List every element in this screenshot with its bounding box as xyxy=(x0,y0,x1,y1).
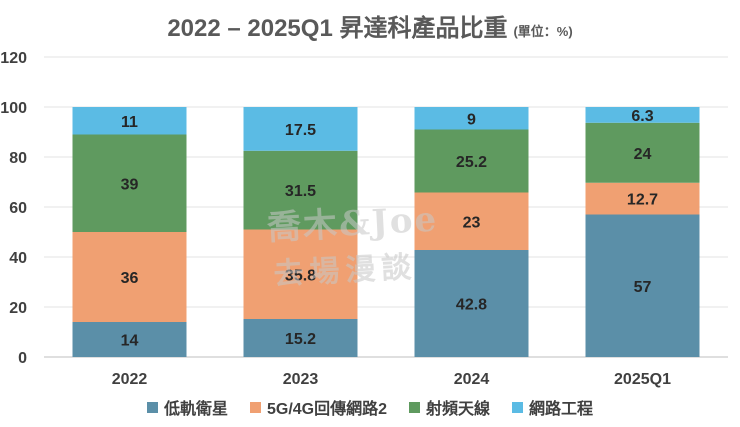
legend-label: 網路工程 xyxy=(529,401,594,418)
data-label: 35.8 xyxy=(285,267,316,284)
chart-legend: 低軌衛星 5G/4G回傳網路2 射頻天線 網路工程 xyxy=(0,395,740,419)
bar-segment-3-2024 xyxy=(414,129,529,193)
legend-item-4: 網路工程 xyxy=(512,395,593,419)
legend-swatch xyxy=(249,401,261,413)
y-tick-label: 60 xyxy=(9,200,27,217)
chart-unit-label: (單位：%) xyxy=(513,24,573,39)
data-label: 24 xyxy=(634,146,652,163)
bar-segment-1-2022 xyxy=(72,322,187,357)
y-tick-label: 0 xyxy=(18,350,27,367)
bar-segment-2-2022 xyxy=(72,232,187,322)
legend-item-2: 5G/4G回傳網路2 xyxy=(249,395,388,419)
legend-swatch xyxy=(409,401,421,413)
y-tick-label: 40 xyxy=(9,250,27,267)
y-tick-label: 120 xyxy=(0,50,27,67)
bar-segment-1-2025Q1 xyxy=(585,214,700,357)
data-label: 39 xyxy=(121,176,139,193)
bar-segment-2-2024 xyxy=(414,192,529,250)
data-label: 31.5 xyxy=(285,183,316,200)
bar-segment-4-2025Q1 xyxy=(585,107,700,123)
data-label: 11 xyxy=(121,114,138,131)
x-category-label: 2025Q1 xyxy=(614,371,671,388)
bar-segment-3-2023 xyxy=(243,150,358,230)
bar-segment-3-2022 xyxy=(72,134,187,232)
y-tick-label: 100 xyxy=(0,100,27,117)
bar-segment-1-2023 xyxy=(243,319,358,357)
data-label: 14 xyxy=(121,333,139,350)
y-tick-label: 20 xyxy=(9,300,27,317)
legend-swatch xyxy=(512,401,524,413)
legend-item-1: 低軌衛星 xyxy=(146,395,228,419)
data-label: 15.2 xyxy=(285,331,316,348)
bar-segment-4-2023 xyxy=(243,107,358,151)
x-category-label: 2022 xyxy=(112,371,148,388)
bar-segment-2-2025Q1 xyxy=(585,182,700,215)
x-category-label: 2024 xyxy=(454,371,490,388)
chart-title: 2022 – 2025Q1 昇達科產品比重 (單位：%) xyxy=(0,8,740,43)
bar-segment-1-2024 xyxy=(414,250,529,357)
x-category-label: 2023 xyxy=(283,371,319,388)
chart-title-text: 2022 – 2025Q1 昇達科產品比重 xyxy=(167,15,508,42)
data-label: 36 xyxy=(121,270,139,287)
data-label: 57 xyxy=(634,279,652,296)
data-label: 42.8 xyxy=(456,297,487,314)
data-label: 23 xyxy=(463,214,481,231)
data-label: 25.2 xyxy=(456,154,487,171)
legend-item-3: 射頻天線 xyxy=(409,395,490,419)
bar-segment-4-2024 xyxy=(414,107,529,130)
legend-label: 低軌衛星 xyxy=(163,401,228,418)
data-label: 9 xyxy=(467,111,476,128)
legend-label: 5G/4G回傳網路2 xyxy=(266,401,388,418)
bar-segment-4-2022 xyxy=(72,107,187,135)
bar-segment-3-2025Q1 xyxy=(585,122,700,183)
legend-label: 射頻天線 xyxy=(426,401,491,418)
legend-swatch xyxy=(146,401,158,413)
data-label: 17.5 xyxy=(285,122,316,139)
y-tick-label: 80 xyxy=(9,150,27,167)
bar-segment-2-2023 xyxy=(243,229,358,319)
data-label: 6.3 xyxy=(631,108,653,125)
data-label: 12.7 xyxy=(627,192,658,209)
